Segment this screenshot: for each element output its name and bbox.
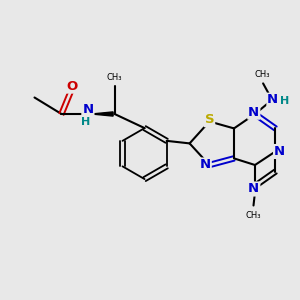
Text: N: N	[82, 103, 94, 116]
Text: N: N	[267, 93, 278, 106]
Polygon shape	[92, 112, 113, 116]
Text: N: N	[248, 106, 260, 119]
Text: N: N	[200, 158, 211, 172]
Text: H: H	[81, 117, 90, 128]
Text: N: N	[274, 145, 285, 158]
Text: CH₃: CH₃	[246, 211, 261, 220]
Text: CH₃: CH₃	[255, 70, 270, 79]
Text: O: O	[66, 80, 78, 93]
Text: CH₃: CH₃	[107, 73, 122, 82]
Text: S: S	[205, 113, 214, 126]
Text: H: H	[280, 96, 290, 106]
Text: N: N	[248, 182, 260, 196]
